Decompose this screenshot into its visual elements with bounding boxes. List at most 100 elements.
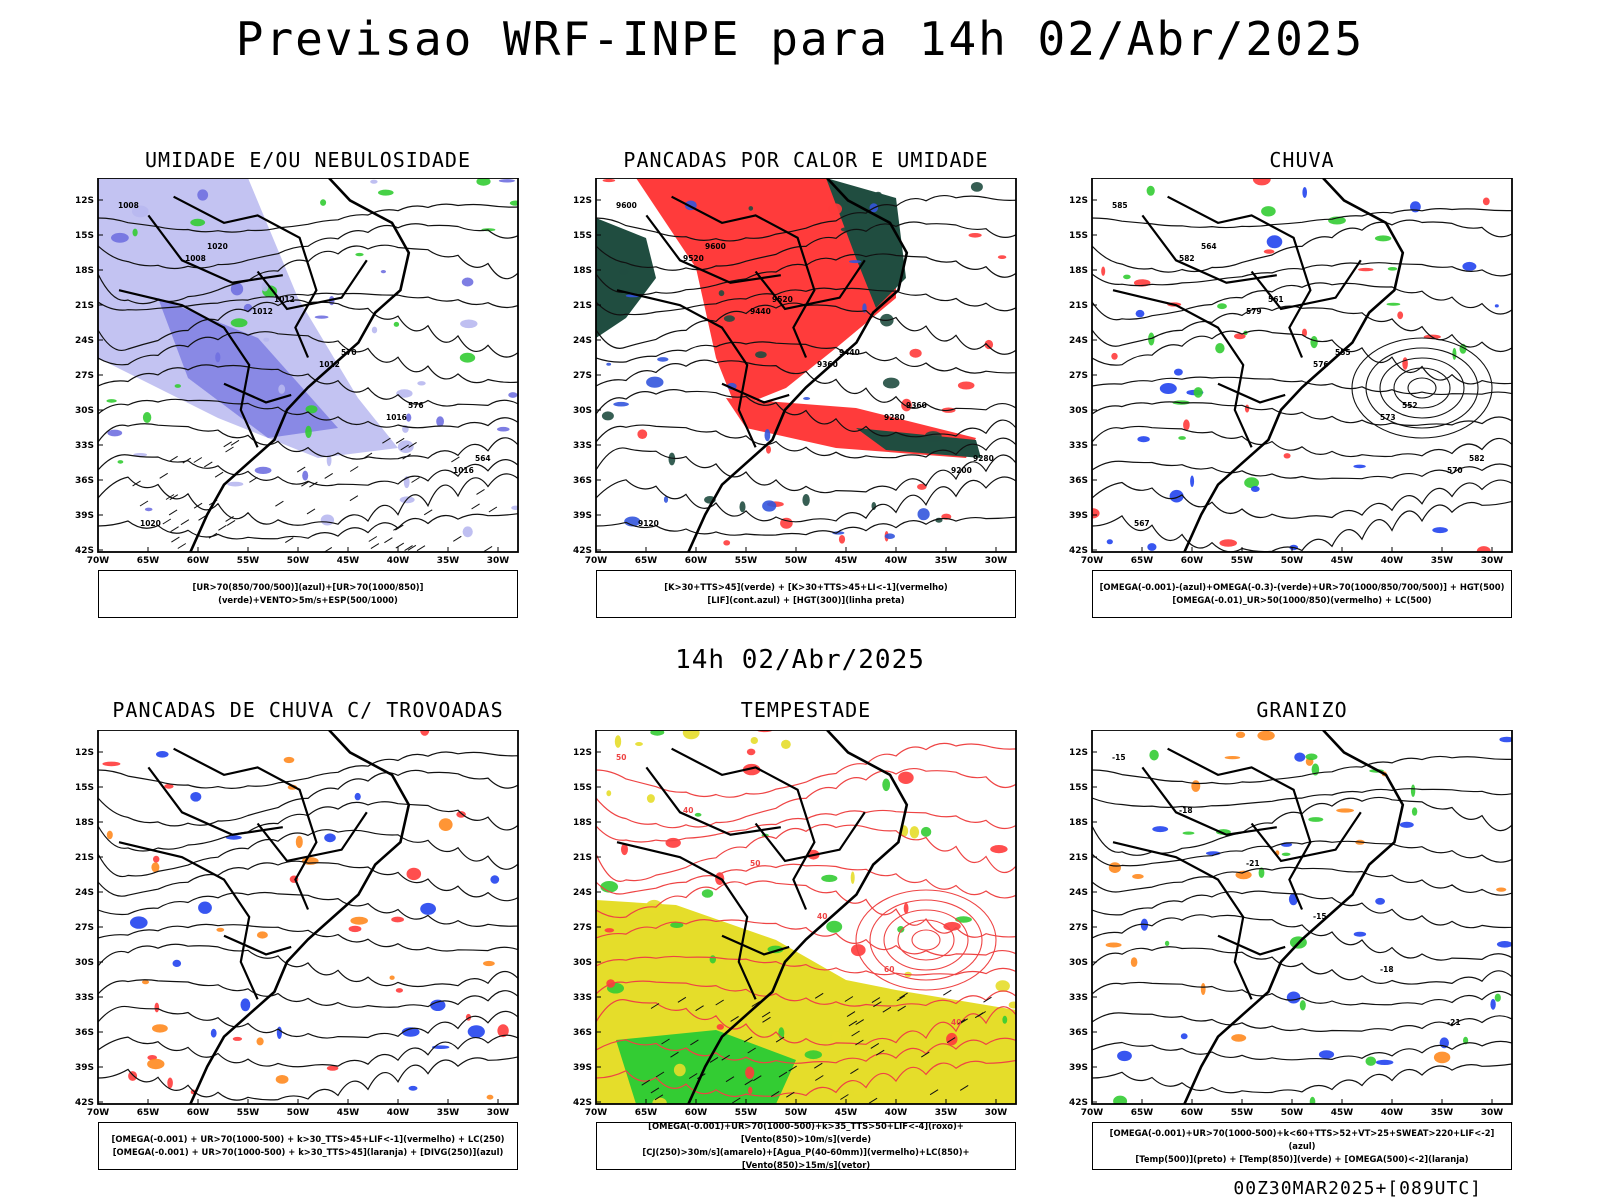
lat-tick-label: 30S: [75, 958, 94, 968]
contour-label: 9600: [705, 242, 726, 251]
legend-line: [LIF](cont.azul) + [HGT(300)](linha pret…: [707, 595, 905, 605]
contour-lines: [1092, 755, 1512, 1094]
lat-tick-label: 21S: [1069, 301, 1088, 311]
lon-tick-label: 30W: [487, 1108, 510, 1118]
lon-tick-label: 55W: [237, 1108, 260, 1118]
lat-tick-label: 12S: [1069, 196, 1088, 206]
lon-tick-label: 70W: [1081, 1108, 1104, 1118]
contour-lines: [98, 751, 518, 1101]
lon-tick-label: 60W: [1181, 556, 1204, 566]
secondary-title: 14h 02/Abr/2025: [675, 645, 925, 675]
lat-tick-label: 18S: [75, 818, 94, 828]
contour-label: 1012: [252, 307, 273, 316]
contour-label: 60: [884, 965, 894, 974]
contour-label: 9440: [839, 348, 860, 357]
lon-tick-label: 35W: [1431, 556, 1454, 566]
lat-tick-label: 27S: [75, 371, 94, 381]
lat-tick-label: 39S: [1069, 511, 1088, 521]
lon-tick-label: 55W: [1231, 556, 1254, 566]
contour-label: 1008: [118, 201, 139, 210]
lat-tick-label: 42S: [1069, 546, 1088, 556]
map-granizo: -15 -18 -21 -15 -18 -21 12S 15S 18S 21S 24S 27S 30S 3…: [1069, 730, 1513, 1118]
lat-tick-label: 24S: [1069, 336, 1088, 346]
lat-tick-label: 42S: [573, 1098, 592, 1108]
lat-tick-label: 30S: [1069, 406, 1088, 416]
contour-label: 576: [408, 401, 424, 410]
contour-label: 1016: [386, 413, 407, 422]
lat-tick-label: 33S: [75, 441, 94, 451]
lon-tick-label: 60W: [187, 1108, 210, 1118]
model-run-label: 00Z30MAR2025+[089UTC]: [1233, 1178, 1482, 1199]
lon-tick-label: 70W: [585, 556, 608, 566]
contour-label: 561: [1268, 295, 1284, 304]
contour-labels: 9600952094409360928092009120960095209440…: [616, 201, 994, 528]
lat-tick-label: 39S: [573, 1063, 592, 1073]
lon-tick-label: 50W: [1281, 1108, 1304, 1118]
contour-label: 564: [1201, 242, 1217, 251]
lon-tick-label: 35W: [1431, 1108, 1454, 1118]
contour-lines: [596, 742, 1016, 1098]
lon-tick-label: 65W: [635, 556, 658, 566]
contour-label: 579: [1246, 307, 1262, 316]
lat-tick-label: 21S: [75, 301, 94, 311]
lat-tick-label: 18S: [1069, 818, 1088, 828]
lon-tick-label: 60W: [1181, 1108, 1204, 1118]
contour-labels: 585 582 579 576 573 570 567 564 561 555 552 582: [1112, 201, 1485, 528]
lat-tick-label: 18S: [573, 266, 592, 276]
lat-tick-label: 33S: [573, 441, 592, 451]
contour-label: -21: [1447, 1018, 1461, 1027]
contour-labels: -15 -18 -21 -15 -18 -21: [1112, 753, 1461, 1027]
lat-tick-label: 42S: [1069, 1098, 1088, 1108]
legend-tempestade: [OMEGA(-0.001)+UR>70(1000-500)+k>35_TTS>…: [596, 1121, 1016, 1170]
contour-label: 576: [1313, 360, 1329, 369]
lat-tick-label: 15S: [75, 783, 94, 793]
lat-tick-label: 24S: [75, 336, 94, 346]
lon-tick-label: 30W: [985, 1108, 1008, 1118]
lon-tick-label: 70W: [585, 1108, 608, 1118]
lon-tick-label: 40W: [885, 1108, 908, 1118]
lon-tick-label: 60W: [187, 556, 210, 566]
contour-label: 50: [750, 859, 760, 868]
legend-line: [OMEGA(-0.001) + UR>70(1000-500) + k>30_…: [112, 1147, 504, 1157]
lat-tick-label: 33S: [75, 993, 94, 1003]
lon-tick-label: 45W: [1331, 556, 1354, 566]
legend-umidade: [UR>70(850/700/500)](azul)+[UR>70(1000/8…: [98, 570, 518, 618]
contour-label: 564: [475, 454, 491, 463]
contour-label: -21: [1246, 859, 1260, 868]
contour-label: 570: [1447, 466, 1463, 475]
lat-tick-label: 15S: [1069, 231, 1088, 241]
contour-label: -15: [1313, 912, 1327, 921]
lon-tick-label: 30W: [1481, 556, 1504, 566]
contour-label: 9600: [616, 201, 637, 210]
contour-label: 40: [951, 1018, 961, 1027]
lat-tick-label: 30S: [75, 406, 94, 416]
lon-tick-label: 65W: [635, 1108, 658, 1118]
contour-label: -18: [1380, 965, 1394, 974]
lat-tick-label: 12S: [75, 196, 94, 206]
legend-pancadas-calor: [K>30+TTS>45](verde) + [K>30+TTS>45+LI<-…: [596, 570, 1016, 618]
lon-tick-label: 50W: [785, 1108, 808, 1118]
lon-tick-label: 55W: [735, 556, 758, 566]
lon-tick-label: 45W: [337, 556, 360, 566]
legend-line: [CJ(250)>30m/s](amarelo)+[Agua_P(40-60mm…: [642, 1147, 970, 1170]
lon-tick-label: 35W: [437, 1108, 460, 1118]
lat-tick-label: 42S: [75, 546, 94, 556]
lat-tick-label: 39S: [573, 511, 592, 521]
lat-tick-label: 12S: [75, 748, 94, 758]
lon-tick-label: 40W: [1381, 1108, 1404, 1118]
contour-label: 582: [1179, 254, 1195, 263]
map-pancadas-calor: 9600952094409360928092009120960095209440…: [573, 178, 1017, 566]
panel-title-granizo: GRANIZO: [1256, 698, 1348, 722]
lat-tick-label: 18S: [75, 266, 94, 276]
lat-tick-label: 42S: [573, 546, 592, 556]
legend-line: [OMEGA(-0.001)+UR>70(1000-500)+k>35_TTS>…: [648, 1121, 964, 1144]
contour-labels: 50 40 50 40 60 40: [616, 753, 961, 1027]
lon-tick-label: 40W: [387, 556, 410, 566]
lon-tick-label: 50W: [287, 556, 310, 566]
lat-tick-label: 15S: [573, 231, 592, 241]
lon-tick-label: 40W: [387, 1108, 410, 1118]
legend-line: [OMEGA(-0.001) + UR>70(1000-500) + k>30_…: [111, 1134, 505, 1144]
lon-tick-label: 45W: [835, 556, 858, 566]
lon-tick-label: 45W: [1331, 1108, 1354, 1118]
contour-label: 40: [683, 806, 693, 815]
